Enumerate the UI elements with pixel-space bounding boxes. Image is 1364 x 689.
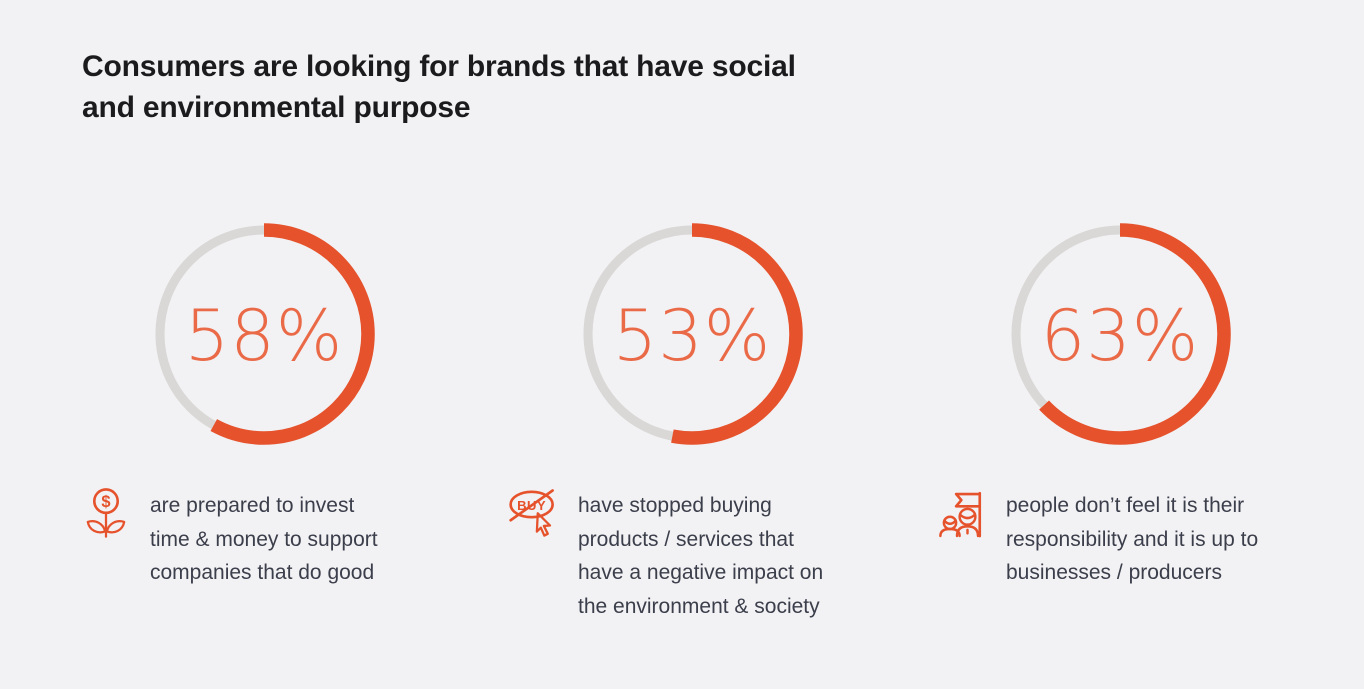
caption-line: the environment & society [578, 594, 820, 618]
caption-line: people don’t feel it is their [1006, 494, 1245, 517]
stat-card-invest: 58% $ are prepared to invest time & mone… [50, 218, 478, 623]
stat-card-responsibility: 63% people don’t feel it is their re [906, 218, 1334, 623]
donut-chart: 58% [153, 223, 375, 445]
donut-arc [1009, 223, 1231, 445]
caption-line: have stopped buying [578, 494, 772, 517]
donut-arc [581, 223, 803, 445]
svg-text:$: $ [101, 493, 110, 511]
donut-chart: 63% [1009, 223, 1231, 445]
caption-line: responsibility and it is up to [1006, 527, 1259, 551]
caption-line: time & money to support [150, 527, 378, 551]
caption-line: businesses / producers [1006, 561, 1222, 584]
caption-text: people don’t feel it is their responsibi… [1006, 487, 1258, 590]
caption-line: companies that do good [150, 561, 375, 584]
caption-line: are prepared to invest [150, 494, 355, 517]
stat-cards-row: 58% $ are prepared to invest time & mone… [50, 218, 1334, 623]
caption: people don’t feel it is their responsibi… [906, 487, 1334, 590]
caption: BUY have stopped buying products / servi… [478, 487, 906, 623]
caption-text: are prepared to invest time & money to s… [150, 487, 378, 590]
no-buy-icon: BUY [508, 487, 564, 543]
caption-line: products / services that [578, 527, 794, 551]
percent-label: 53% [613, 295, 772, 377]
caption-text: have stopped buying products / services … [578, 487, 823, 623]
page-title-line-2: and environmental purpose [82, 91, 471, 124]
money-plant-icon: $ [80, 487, 136, 543]
donut-arc [153, 223, 375, 445]
page-title-line-1: Consumers are looking for brands that ha… [82, 50, 796, 83]
people-flag-icon [936, 487, 992, 543]
stat-card-stopped-buying: 53% BUY have stopped buying products / s… [478, 218, 906, 623]
caption: $ are prepared to invest time & money to… [50, 487, 478, 590]
percent-label: 58% [185, 295, 344, 377]
donut-chart: 53% [581, 223, 803, 445]
page-title: Consumers are looking for brands that ha… [82, 46, 796, 128]
percent-label: 63% [1041, 295, 1200, 377]
caption-line: have a negative impact on [578, 561, 824, 584]
